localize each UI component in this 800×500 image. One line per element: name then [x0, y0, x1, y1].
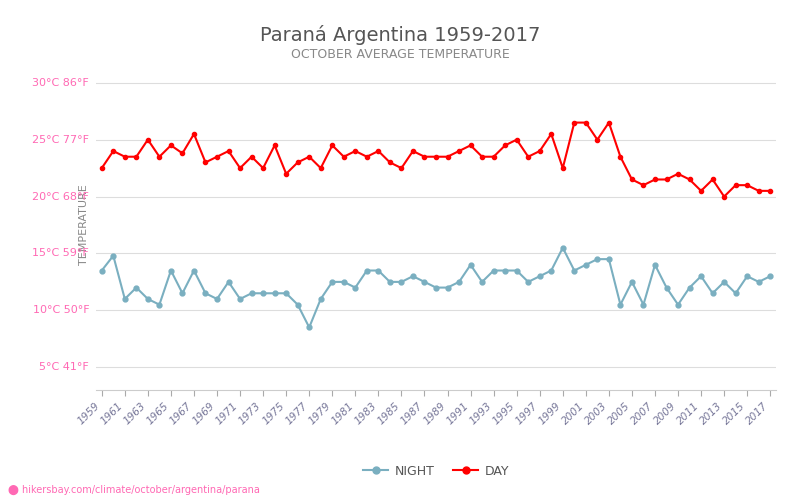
Text: OCTOBER AVERAGE TEMPERATURE: OCTOBER AVERAGE TEMPERATURE — [290, 48, 510, 60]
Text: ⬤ hikersbay.com/climate/october/argentina/parana: ⬤ hikersbay.com/climate/october/argentin… — [8, 485, 260, 495]
Y-axis label: TEMPERATURE: TEMPERATURE — [79, 184, 89, 266]
Legend: NIGHT, DAY: NIGHT, DAY — [358, 460, 514, 483]
Text: Paraná Argentina 1959-2017: Paraná Argentina 1959-2017 — [260, 25, 540, 45]
Text: 10°C 50°F: 10°C 50°F — [33, 306, 90, 316]
Text: 5°C 41°F: 5°C 41°F — [39, 362, 90, 372]
Text: 25°C 77°F: 25°C 77°F — [32, 134, 90, 144]
Text: 20°C 68°F: 20°C 68°F — [32, 192, 90, 202]
Text: 15°C 59°F: 15°C 59°F — [33, 248, 90, 258]
Text: 30°C 86°F: 30°C 86°F — [33, 78, 90, 88]
